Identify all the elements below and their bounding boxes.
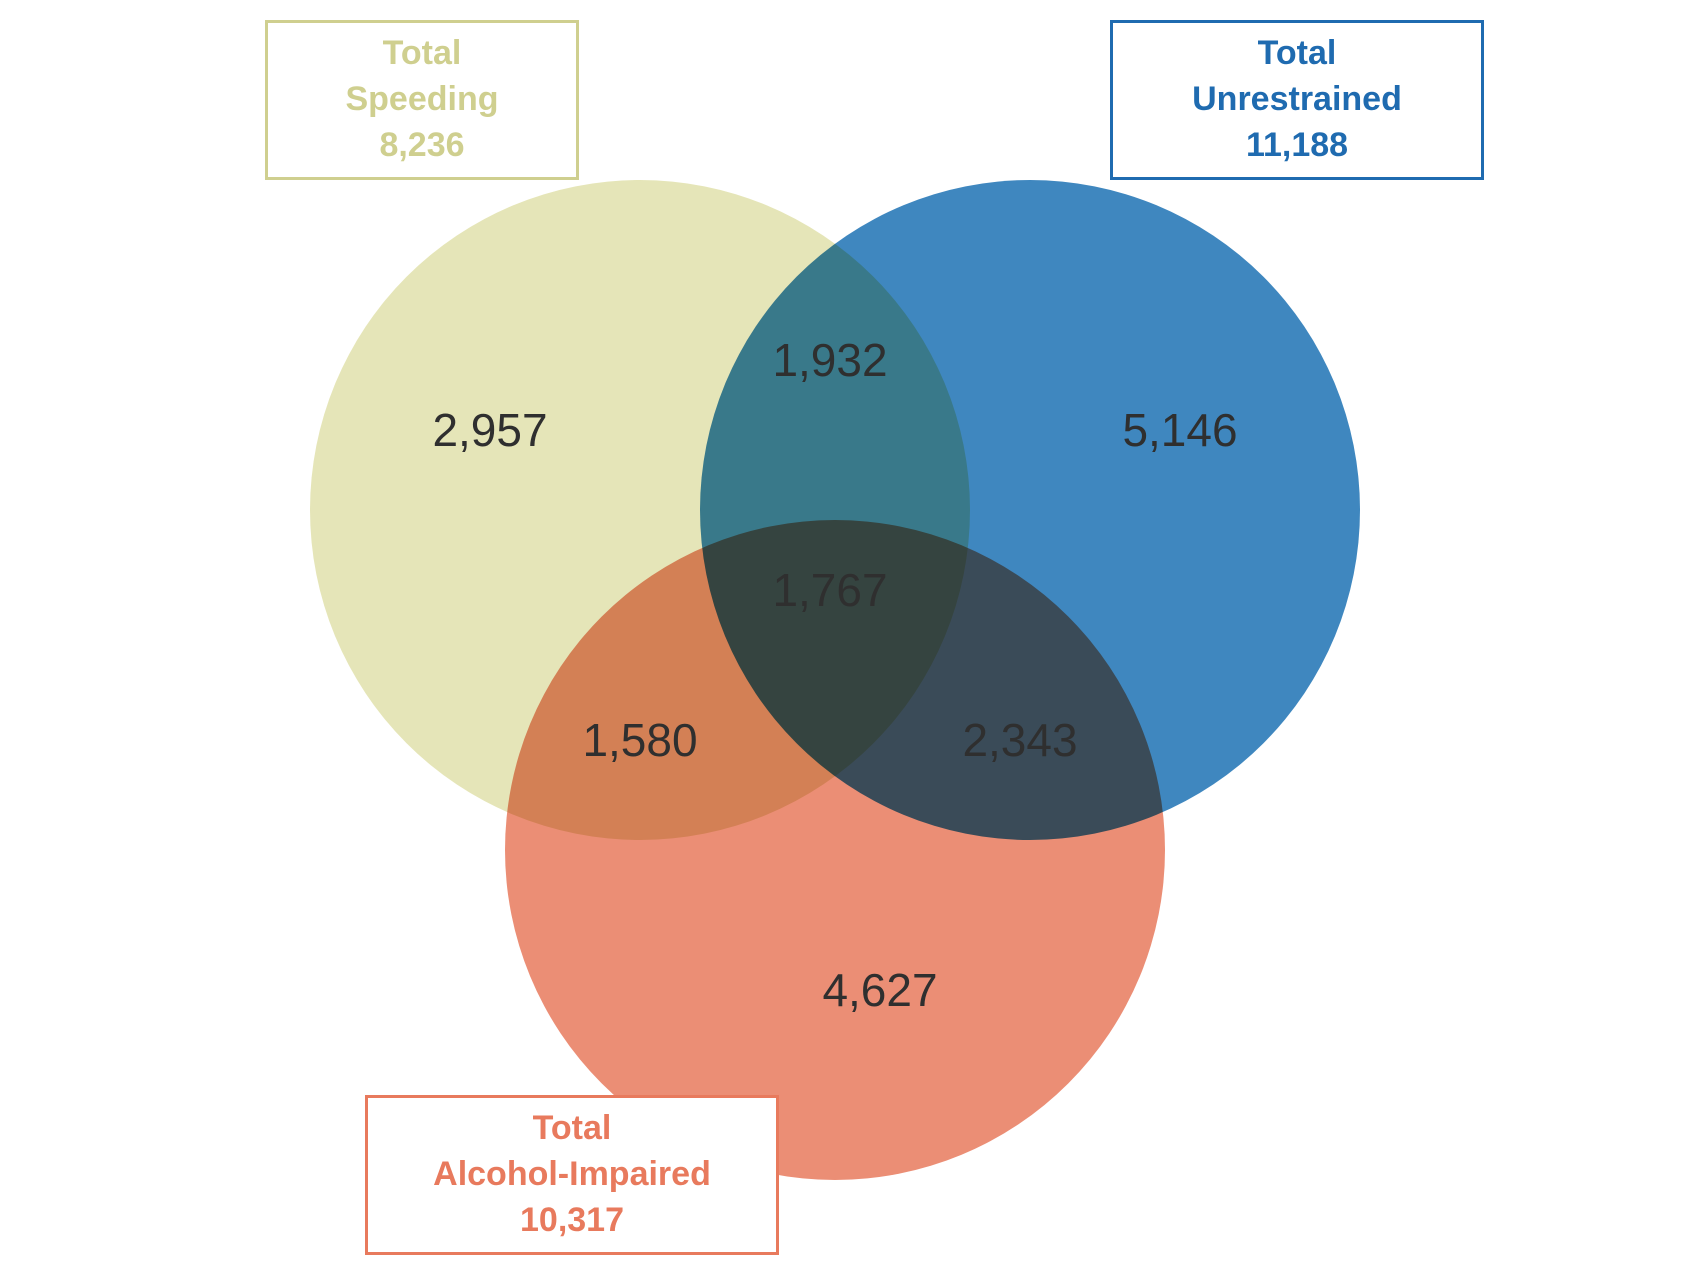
label-line-title: Total [1137, 31, 1457, 77]
segment-all-three: 1,767 [772, 563, 887, 617]
venn-diagram: 2,957 5,146 4,627 1,932 1,580 2,343 1,76… [0, 0, 1698, 1268]
segment-unrestrained-only: 5,146 [1122, 403, 1237, 457]
label-line-category: Alcohol-Impaired [392, 1152, 752, 1198]
label-box-speeding: Total Speeding 8,236 [265, 20, 579, 180]
label-box-unrestrained: Total Unrestrained 11,188 [1110, 20, 1484, 180]
venn-circle-alcohol [505, 520, 1165, 1180]
label-box-alcohol: Total Alcohol-Impaired 10,317 [365, 1095, 779, 1255]
label-line-value: 8,236 [292, 123, 552, 169]
segment-speeding-unrestrained: 1,932 [772, 333, 887, 387]
segment-unrestrained-alcohol: 2,343 [962, 713, 1077, 767]
segment-alcohol-only: 4,627 [822, 963, 937, 1017]
label-line-category: Unrestrained [1137, 77, 1457, 123]
segment-speeding-only: 2,957 [432, 403, 547, 457]
label-line-value: 11,188 [1137, 123, 1457, 169]
label-line-title: Total [392, 1106, 752, 1152]
segment-speeding-alcohol: 1,580 [582, 713, 697, 767]
label-line-category: Speeding [292, 77, 552, 123]
label-line-value: 10,317 [392, 1198, 752, 1244]
label-line-title: Total [292, 31, 552, 77]
